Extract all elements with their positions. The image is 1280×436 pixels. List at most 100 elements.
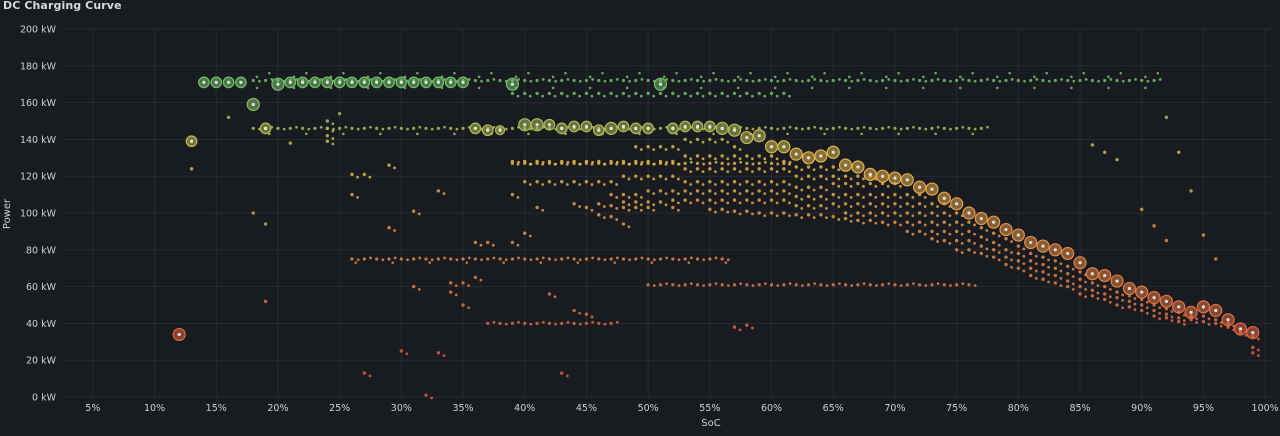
- band-point: [1023, 79, 1026, 83]
- band-point: [1060, 78, 1063, 81]
- column-point: [745, 209, 749, 213]
- column-point: [905, 192, 909, 197]
- band-point: [523, 257, 527, 261]
- band-point: [625, 75, 629, 79]
- band-point: [961, 282, 965, 286]
- bubble-point-center: [1029, 240, 1033, 245]
- column-point: [627, 177, 631, 181]
- column-point: [726, 170, 730, 174]
- column-point: [1115, 290, 1119, 294]
- column-point: [646, 200, 650, 204]
- band-point: [453, 71, 456, 75]
- band-point: [1090, 78, 1094, 83]
- band-point: [566, 320, 570, 324]
- band-point: [724, 261, 728, 264]
- column-point: [1053, 273, 1058, 278]
- band-point: [354, 261, 357, 264]
- band-point: [625, 86, 629, 90]
- column-point: [862, 221, 865, 225]
- column-point: [782, 198, 786, 202]
- column-point: [676, 192, 680, 196]
- isolated-point: [1103, 150, 1107, 154]
- column-point: [325, 139, 330, 143]
- band-point: [658, 126, 663, 130]
- column-point: [411, 209, 416, 213]
- band-point: [751, 127, 755, 131]
- column-point: [658, 200, 663, 204]
- column-point: [436, 351, 441, 355]
- band-point: [418, 78, 422, 81]
- band-point: [751, 284, 755, 287]
- band-point: [362, 257, 366, 261]
- column-point: [794, 213, 798, 217]
- band-point: [436, 257, 440, 261]
- column-point: [732, 91, 737, 96]
- isolated-point: [1140, 207, 1144, 212]
- band-point: [899, 284, 903, 287]
- band-point: [769, 161, 774, 165]
- column-point: [1004, 255, 1008, 259]
- column-point: [973, 241, 976, 245]
- band-point: [268, 71, 271, 75]
- column-point: [442, 192, 446, 196]
- column-point: [368, 374, 372, 378]
- x-tick-label: 90%: [1131, 403, 1152, 414]
- column-point: [405, 352, 409, 356]
- band-point: [699, 75, 703, 79]
- column-point: [621, 159, 626, 164]
- column-point: [831, 181, 835, 186]
- column-point: [671, 174, 675, 178]
- band-point: [702, 79, 706, 83]
- column-point: [442, 354, 446, 357]
- column-point: [880, 220, 885, 224]
- column-point: [732, 145, 737, 149]
- data-points: [172, 71, 1260, 400]
- band-point: [529, 127, 533, 131]
- column-point: [745, 180, 749, 184]
- band-point: [480, 258, 483, 262]
- band-point: [1134, 78, 1137, 81]
- band-point: [541, 78, 545, 81]
- column-point: [1096, 291, 1100, 295]
- band-point: [782, 126, 786, 130]
- column-point: [930, 229, 934, 234]
- column-point: [713, 157, 717, 161]
- column-point: [597, 213, 601, 217]
- band-point: [819, 78, 823, 83]
- column-point: [1103, 292, 1107, 296]
- bubble-point-center: [572, 124, 576, 129]
- band-point: [621, 257, 626, 261]
- band-point: [406, 127, 409, 131]
- band-point: [788, 282, 792, 286]
- band-point: [971, 71, 974, 75]
- band-point: [862, 125, 866, 129]
- band-point: [702, 162, 706, 166]
- column-point: [1133, 297, 1137, 300]
- band-point: [726, 79, 730, 83]
- band-point: [687, 261, 691, 264]
- band-point: [535, 257, 539, 261]
- band-point: [1033, 75, 1036, 79]
- column-point: [726, 157, 730, 161]
- column-point: [325, 134, 330, 138]
- column-point: [572, 202, 576, 206]
- column-point: [615, 218, 619, 221]
- column-point: [979, 251, 984, 256]
- column-point: [491, 243, 495, 247]
- column-point: [1256, 348, 1260, 352]
- column-point: [738, 148, 742, 151]
- column-point: [868, 211, 872, 215]
- column-point: [652, 203, 656, 207]
- band-point: [794, 126, 798, 130]
- column-point: [843, 211, 848, 215]
- band-point: [564, 71, 567, 75]
- column-point: [676, 162, 680, 166]
- column-point: [584, 91, 589, 96]
- band-point: [665, 256, 669, 260]
- column-point: [1158, 306, 1162, 310]
- band-point: [677, 284, 681, 287]
- column-point: [565, 162, 569, 166]
- band-point: [658, 283, 663, 287]
- column-point: [1010, 258, 1013, 262]
- column-point: [985, 229, 989, 232]
